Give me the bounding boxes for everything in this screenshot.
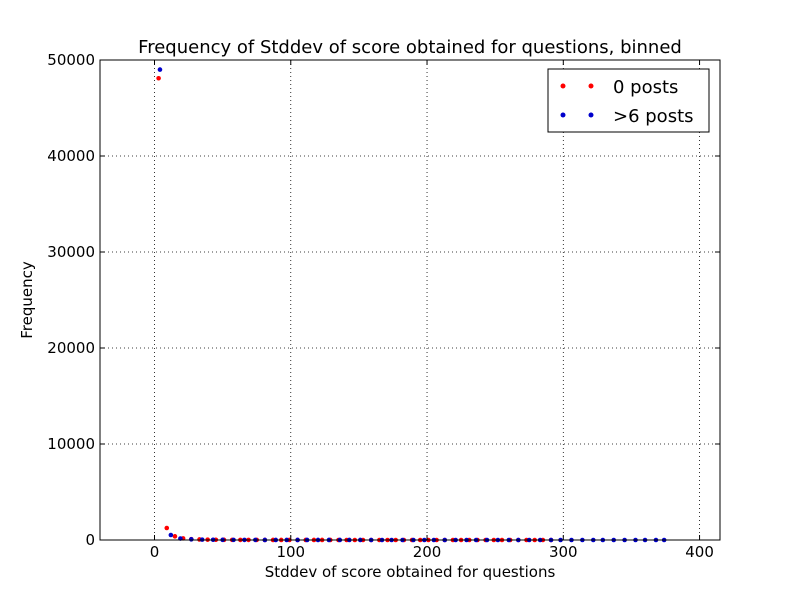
- legend: 0 posts >6 posts: [547, 68, 710, 133]
- legend-marker-6-posts-a: [560, 112, 566, 118]
- data-point: [172, 534, 178, 539]
- tick-labels: 0 100 200 300 400 0 10000 20000 30000 40000 50000: [47, 51, 714, 561]
- legend-label-6-posts: >6 posts: [613, 106, 694, 127]
- y-tick-label: 30000: [47, 243, 95, 261]
- data-point: [157, 67, 163, 72]
- data-point: [168, 532, 174, 538]
- plot-area: [100, 60, 720, 540]
- legend-box: [547, 68, 710, 133]
- x-tick-label: 0: [150, 543, 160, 561]
- data-point: [164, 525, 170, 531]
- chart-title: Frequency of Stddev of score obtained fo…: [138, 37, 682, 58]
- legend-marker-0-posts-a: [560, 83, 566, 89]
- x-tick-label: 400: [685, 543, 714, 561]
- legend-label-0-posts: 0 posts: [613, 77, 678, 98]
- x-tick-label: 200: [413, 543, 442, 561]
- data-point: [156, 75, 161, 81]
- plot-frame: [99, 59, 721, 541]
- legend-marker-6-posts-b: [588, 112, 594, 118]
- ticks: [100, 59, 720, 541]
- x-tick-label: 100: [276, 543, 305, 561]
- data-point: [188, 537, 194, 542]
- legend-marker-0-posts-b: [588, 83, 594, 89]
- y-tick-label: 10000: [47, 435, 95, 453]
- x-tick-label: 300: [549, 543, 578, 561]
- x-axis-label: Stddev of score obtained for questions: [265, 563, 556, 581]
- y-tick-label: 0: [85, 531, 95, 549]
- y-tick-label: 20000: [47, 339, 95, 357]
- y-tick-label: 50000: [47, 51, 95, 69]
- y-axis-label: Frequency: [18, 261, 36, 339]
- y-tick-label: 40000: [47, 147, 95, 165]
